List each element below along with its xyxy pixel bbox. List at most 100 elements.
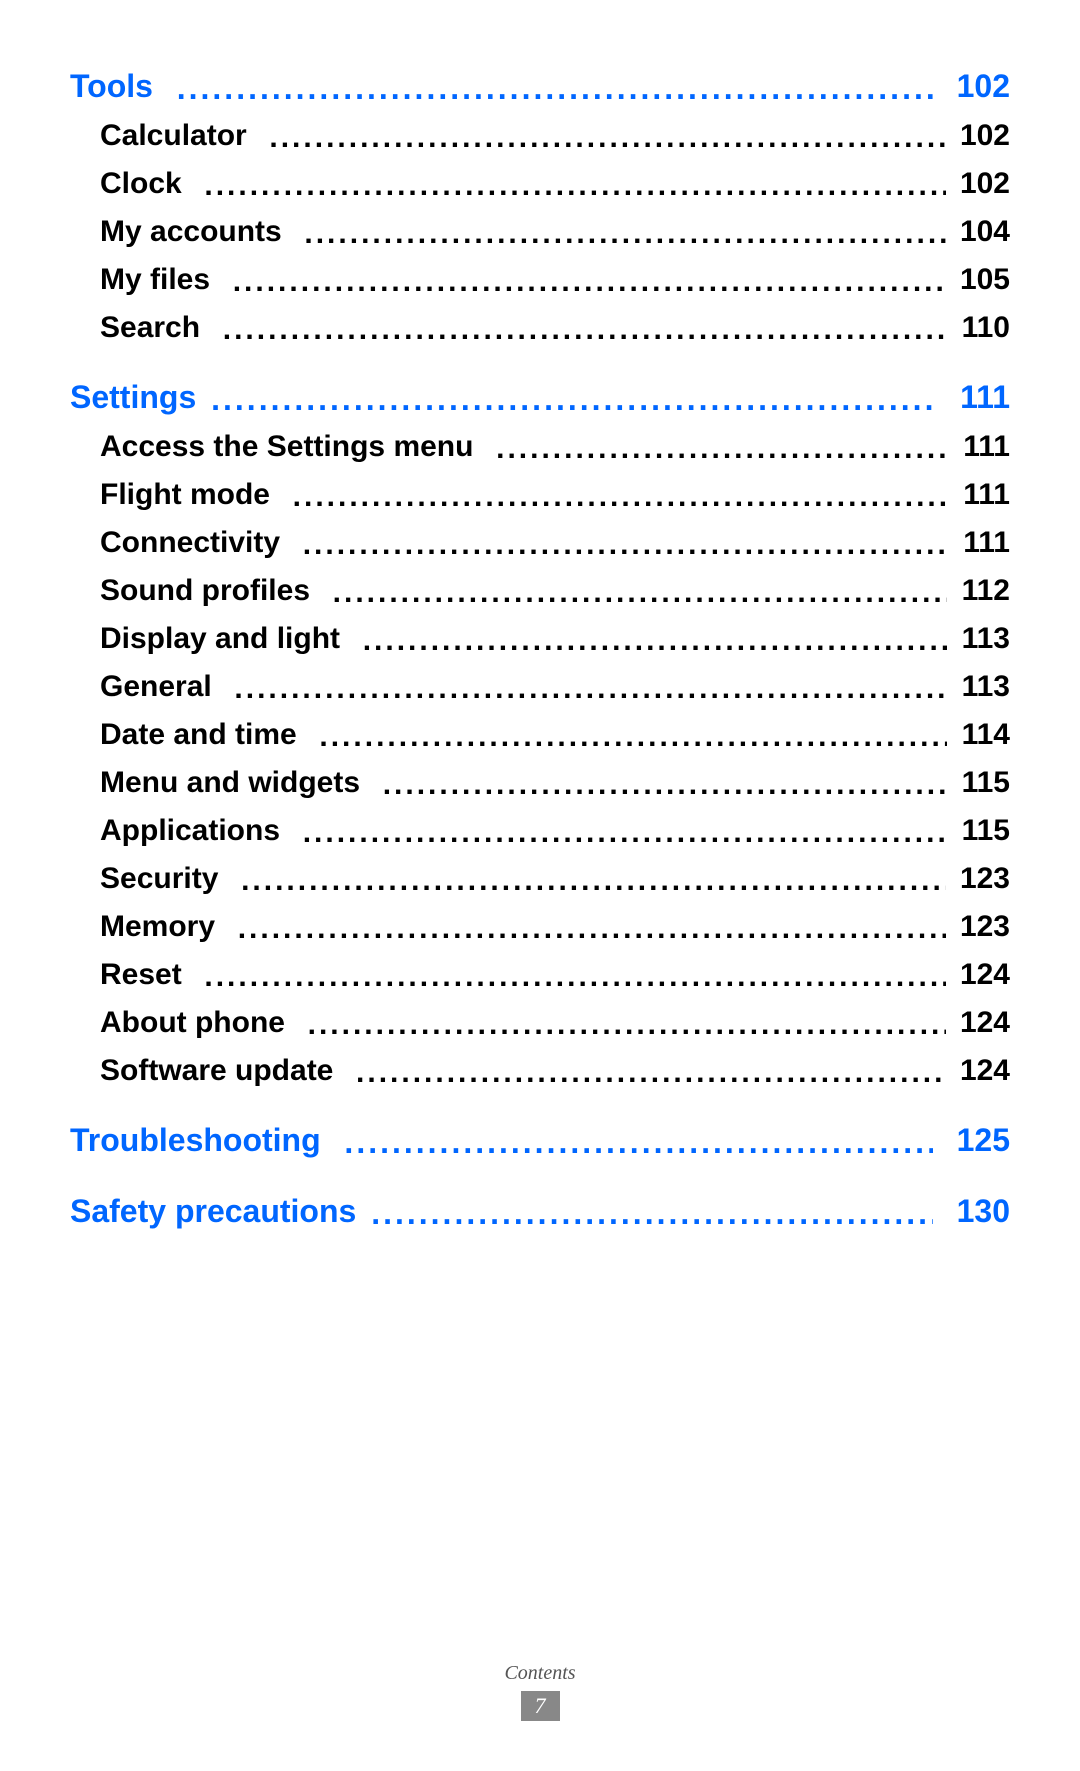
toc-item-title: My accounts [100, 215, 282, 249]
leader-dots: ........................................… [269, 121, 945, 155]
toc-item-flight-mode[interactable]: Flight mode ............................… [100, 478, 1010, 512]
toc-content: Tools ..................................… [0, 0, 1080, 1230]
toc-section-title: Safety precautions [70, 1193, 356, 1230]
toc-item-software-update[interactable]: Software update ........................… [100, 1054, 1010, 1088]
spacer [280, 526, 297, 560]
toc-item-page: 111 [963, 430, 1010, 464]
toc-item-my-files[interactable]: My files ...............................… [100, 263, 1010, 297]
spacer [953, 718, 961, 752]
spacer [952, 263, 960, 297]
toc-item-memory[interactable]: Memory .................................… [100, 910, 1010, 944]
spacer [282, 215, 299, 249]
spacer [247, 119, 264, 153]
section-gap [70, 359, 1010, 379]
toc-item-sound-profiles[interactable]: Sound profiles .........................… [100, 574, 1010, 608]
spacer [310, 574, 327, 608]
spacer [321, 1122, 339, 1159]
leader-dots: ........................................… [303, 816, 948, 850]
leader-dots: ........................................… [371, 1195, 933, 1232]
spacer [297, 718, 314, 752]
toc-item-access-settings-menu[interactable]: Access the Settings menu ...............… [100, 430, 1010, 464]
spacer [955, 478, 963, 512]
spacer [182, 167, 199, 201]
leader-dots: ........................................… [204, 169, 945, 203]
toc-item-applications[interactable]: Applications ...........................… [100, 814, 1010, 848]
spacer [955, 430, 963, 464]
spacer [953, 670, 961, 704]
toc-item-menu-and-widgets[interactable]: Menu and widgets .......................… [100, 766, 1010, 800]
toc-item-title: Flight mode [100, 478, 270, 512]
spacer [212, 670, 229, 704]
toc-item-page: 110 [962, 311, 1010, 345]
toc-section-settings[interactable]: Settings ...............................… [70, 379, 1010, 416]
spacer [939, 68, 957, 105]
toc-item-connectivity[interactable]: Connectivity ...........................… [100, 526, 1010, 560]
toc-item-page: 124 [960, 958, 1010, 992]
toc-item-page: 123 [960, 862, 1010, 896]
leader-dots: ........................................… [308, 1008, 946, 1042]
section-gap [70, 1102, 1010, 1122]
toc-item-title: Software update [100, 1054, 333, 1088]
toc-item-title: Access the Settings menu [100, 430, 473, 464]
spacer [953, 814, 961, 848]
toc-item-reset[interactable]: Reset ..................................… [100, 958, 1010, 992]
leader-dots: ........................................… [304, 217, 945, 251]
section-gap [70, 1173, 1010, 1193]
toc-section-troubleshooting[interactable]: Troubleshooting ........................… [70, 1122, 1010, 1159]
toc-item-page: 123 [960, 910, 1010, 944]
toc-item-page: 114 [962, 718, 1010, 752]
toc-item-title: Memory [100, 910, 215, 944]
toc-item-title: Sound profiles [100, 574, 310, 608]
toc-item-clock[interactable]: Clock ..................................… [100, 167, 1010, 201]
toc-item-title: My files [100, 263, 210, 297]
leader-dots: ........................................… [204, 960, 945, 994]
leader-dots: ........................................… [363, 624, 948, 658]
spacer [952, 958, 960, 992]
footer-label: Contents [0, 1662, 1080, 1685]
spacer [952, 1054, 960, 1088]
toc-item-date-and-time[interactable]: Date and time ..........................… [100, 718, 1010, 752]
spacer [153, 68, 171, 105]
toc-item-about-phone[interactable]: About phone ............................… [100, 1006, 1010, 1040]
leader-dots: ........................................… [319, 720, 947, 754]
spacer [285, 1006, 302, 1040]
toc-section-safety-precautions[interactable]: Safety precautions .....................… [70, 1193, 1010, 1230]
toc-item-general[interactable]: General ................................… [100, 670, 1010, 704]
spacer [340, 622, 357, 656]
toc-item-calculator[interactable]: Calculator .............................… [100, 119, 1010, 153]
toc-item-title: Clock [100, 167, 182, 201]
toc-item-title: Reset [100, 958, 182, 992]
toc-item-page: 115 [962, 814, 1010, 848]
spacer [952, 910, 960, 944]
spacer [953, 574, 961, 608]
spacer [952, 167, 960, 201]
leader-dots: ........................................… [233, 265, 946, 299]
toc-item-page: 104 [960, 215, 1010, 249]
toc-item-my-accounts[interactable]: My accounts ............................… [100, 215, 1010, 249]
leader-dots: ........................................… [383, 768, 948, 802]
toc-item-page: 102 [960, 167, 1010, 201]
toc-item-title: Menu and widgets [100, 766, 360, 800]
leader-dots: ........................................… [303, 528, 949, 562]
toc-item-page: 124 [960, 1006, 1010, 1040]
toc-item-search[interactable]: Search .................................… [100, 311, 1010, 345]
toc-item-title: General [100, 670, 212, 704]
toc-item-title: About phone [100, 1006, 285, 1040]
spacer [939, 1122, 957, 1159]
toc-item-title: Applications [100, 814, 280, 848]
toc-section-title: Troubleshooting [70, 1122, 321, 1159]
toc-section-tools[interactable]: Tools ..................................… [70, 68, 1010, 105]
toc-item-title: Security [100, 862, 218, 896]
leader-dots: ........................................… [177, 70, 933, 107]
toc-item-security[interactable]: Security ...............................… [100, 862, 1010, 896]
toc-item-title: Date and time [100, 718, 297, 752]
spacer [356, 1193, 365, 1230]
spacer [182, 958, 199, 992]
spacer [215, 910, 232, 944]
toc-section-page: 125 [957, 1122, 1010, 1159]
spacer [953, 311, 961, 345]
toc-item-page: 113 [962, 670, 1010, 704]
toc-item-display-and-light[interactable]: Display and light ......................… [100, 622, 1010, 656]
spacer [955, 526, 963, 560]
spacer [953, 766, 961, 800]
